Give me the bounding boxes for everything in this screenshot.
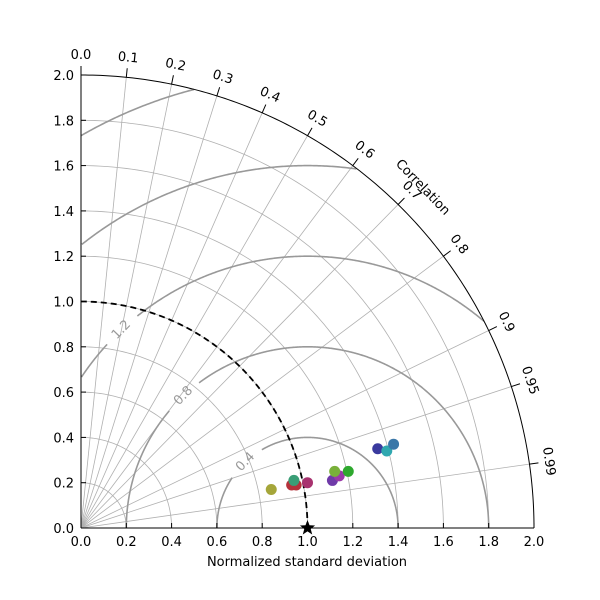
x-axis-label: Normalized standard deviation xyxy=(207,555,407,570)
correlation-grid-line xyxy=(80,135,308,529)
reference-star-marker xyxy=(299,520,316,535)
rms-contour-label: 1.2 xyxy=(109,317,134,342)
correlation-tick-mark xyxy=(352,158,359,166)
correlation-tick-label: 0.9 xyxy=(495,310,518,335)
y-tick-label: 1.4 xyxy=(53,205,74,220)
correlation-tick-label: 0.0 xyxy=(71,48,92,63)
std-grid-arc xyxy=(80,255,354,529)
correlation-tick-label: 0.1 xyxy=(117,50,139,67)
data-point xyxy=(329,465,341,477)
std-grid-arc xyxy=(80,119,490,529)
rms-contour xyxy=(136,255,485,322)
outer-arc xyxy=(80,74,535,529)
data-point xyxy=(372,443,384,455)
rms-contour xyxy=(81,164,357,246)
correlation-tick-mark xyxy=(529,462,539,465)
correlation-tick-label: 0.4 xyxy=(257,84,282,106)
y-tick-label: 2.0 xyxy=(53,69,74,84)
x-tick-label: 0.8 xyxy=(252,535,273,550)
correlation-tick-label: 0.95 xyxy=(518,364,541,396)
x-tick-label: 0.4 xyxy=(161,535,182,550)
correlation-tick-label: 0.99 xyxy=(539,446,558,477)
y-tick-label: 0.6 xyxy=(53,386,74,401)
data-point xyxy=(388,438,400,450)
x-tick-label: 1.6 xyxy=(433,535,454,550)
grid-layer xyxy=(80,77,530,529)
correlation-tick-label: 0.2 xyxy=(164,56,187,75)
rms-contour-label: 0.8 xyxy=(171,383,196,408)
y-tick-label: 1.0 xyxy=(53,296,74,311)
data-point xyxy=(302,477,313,489)
std-grid-arc xyxy=(80,301,308,529)
correlation-tick-mark xyxy=(261,104,267,114)
y-tick-label: 1.8 xyxy=(53,114,74,129)
y-tick-label: 0.8 xyxy=(53,341,74,356)
y-tick-label: 1.6 xyxy=(53,160,74,175)
x-tick-label: 1.8 xyxy=(478,535,499,550)
correlation-tick-mark xyxy=(125,68,128,78)
y-tick-label: 0.2 xyxy=(53,477,74,492)
data-point xyxy=(288,474,300,486)
x-tick-label: 0.6 xyxy=(207,535,228,550)
data-point xyxy=(381,445,393,457)
y-tick-label: 0.4 xyxy=(53,431,74,446)
correlation-tick-label: 0.6 xyxy=(352,138,378,162)
rms-contour xyxy=(261,436,399,528)
correlation-tick-mark xyxy=(443,250,451,257)
rms-contour xyxy=(80,343,108,378)
correlation-tick-label: 0.5 xyxy=(304,107,329,130)
y-tick-label: 1.2 xyxy=(53,250,74,265)
x-tick-label: 1.4 xyxy=(388,535,409,550)
std-grid-arc xyxy=(80,210,399,529)
std-grid-arc xyxy=(80,165,444,529)
correlation-tick-mark xyxy=(397,197,405,205)
rms-contour xyxy=(80,88,195,137)
correlation-tick-mark xyxy=(171,75,174,85)
data-point xyxy=(265,483,277,495)
correlation-grid-line xyxy=(80,95,218,529)
rms-contour-layer: 0.40.81.2 xyxy=(80,88,490,528)
correlation-tick-label: 0.3 xyxy=(211,67,235,88)
x-tick-label: 1.0 xyxy=(297,535,318,550)
y-tick-label: 0.0 xyxy=(53,522,74,537)
x-tick-label: 2.0 xyxy=(524,535,545,550)
frame-layer xyxy=(80,74,535,529)
correlation-tick-mark xyxy=(307,127,313,136)
point-layer xyxy=(265,438,400,535)
x-tick-label: 0.0 xyxy=(71,535,92,550)
data-point xyxy=(342,465,354,477)
std-grid-arc xyxy=(80,346,263,529)
correlation-tick-mark xyxy=(216,87,221,97)
x-tick-label: 0.2 xyxy=(116,535,137,550)
std-grid-arc xyxy=(80,437,172,529)
rms-contour xyxy=(198,346,490,528)
std-grid-arc xyxy=(80,391,218,529)
rms-contour xyxy=(216,477,233,528)
std-grid-arc xyxy=(80,482,127,529)
rms-contour xyxy=(125,410,170,528)
correlation-tick-label: 0.8 xyxy=(447,232,471,258)
x-tick-label: 1.2 xyxy=(342,535,363,550)
correlation-tick-mark xyxy=(511,383,521,388)
correlation-tick-mark xyxy=(488,326,498,331)
